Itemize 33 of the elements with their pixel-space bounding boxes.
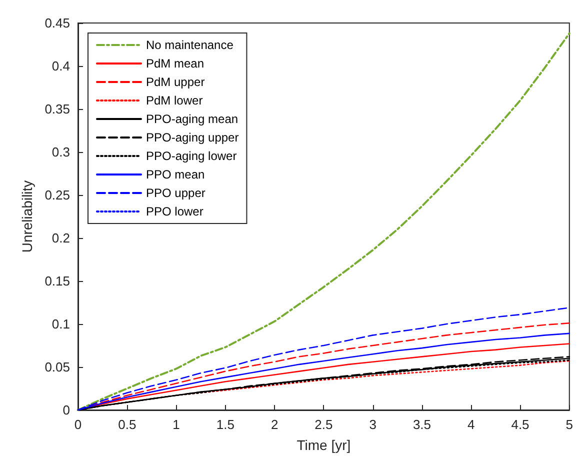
y-tick-label: 0: [62, 402, 70, 418]
x-tick-label: 0: [74, 417, 82, 432]
y-tick-label: 0.25: [44, 188, 70, 202]
y-tick-label: 0.35: [44, 102, 70, 116]
y-tick-label: 0.4: [52, 58, 70, 74]
x-axis-title: Time [yr]: [296, 437, 351, 453]
legend-label: PdM upper: [146, 75, 205, 89]
x-tick-label: 4.5: [511, 417, 530, 432]
legend-label: PdM lower: [146, 94, 203, 108]
y-tick-label: 0.3: [52, 144, 70, 160]
legend-label: PPO-aging lower: [146, 149, 237, 163]
x-tick-label: 2: [270, 417, 278, 432]
y-tick-label: 0.15: [44, 274, 70, 288]
legend-label: PPO mean: [146, 168, 205, 182]
x-tick-label: 4: [467, 417, 475, 432]
x-tick-label: 1.5: [216, 417, 234, 432]
x-tick-label: 2.5: [314, 417, 333, 432]
x-tick-label: 1: [172, 417, 180, 432]
y-axis-title: Unreliability: [18, 180, 35, 253]
x-tick-label: 3.5: [412, 417, 432, 432]
legend-label: PPO lower: [146, 204, 204, 218]
x-tick-label: 0.5: [118, 417, 136, 432]
x-tick-label: 5: [566, 417, 573, 432]
y-tick-label: 0.45: [44, 16, 70, 30]
x-tick-label: 3: [369, 417, 376, 432]
y-tick-label: 0.1: [52, 316, 70, 332]
legend-label: PPO-aging mean: [146, 112, 238, 126]
legend-label: PPO-aging upper: [146, 130, 239, 144]
y-tick-label: 0.2: [52, 230, 70, 246]
legend-label: PPO upper: [146, 186, 206, 200]
legend-label: PdM mean: [146, 56, 204, 70]
y-tick-label: 0.05: [44, 360, 70, 374]
legend-label: No maintenance: [146, 38, 234, 52]
